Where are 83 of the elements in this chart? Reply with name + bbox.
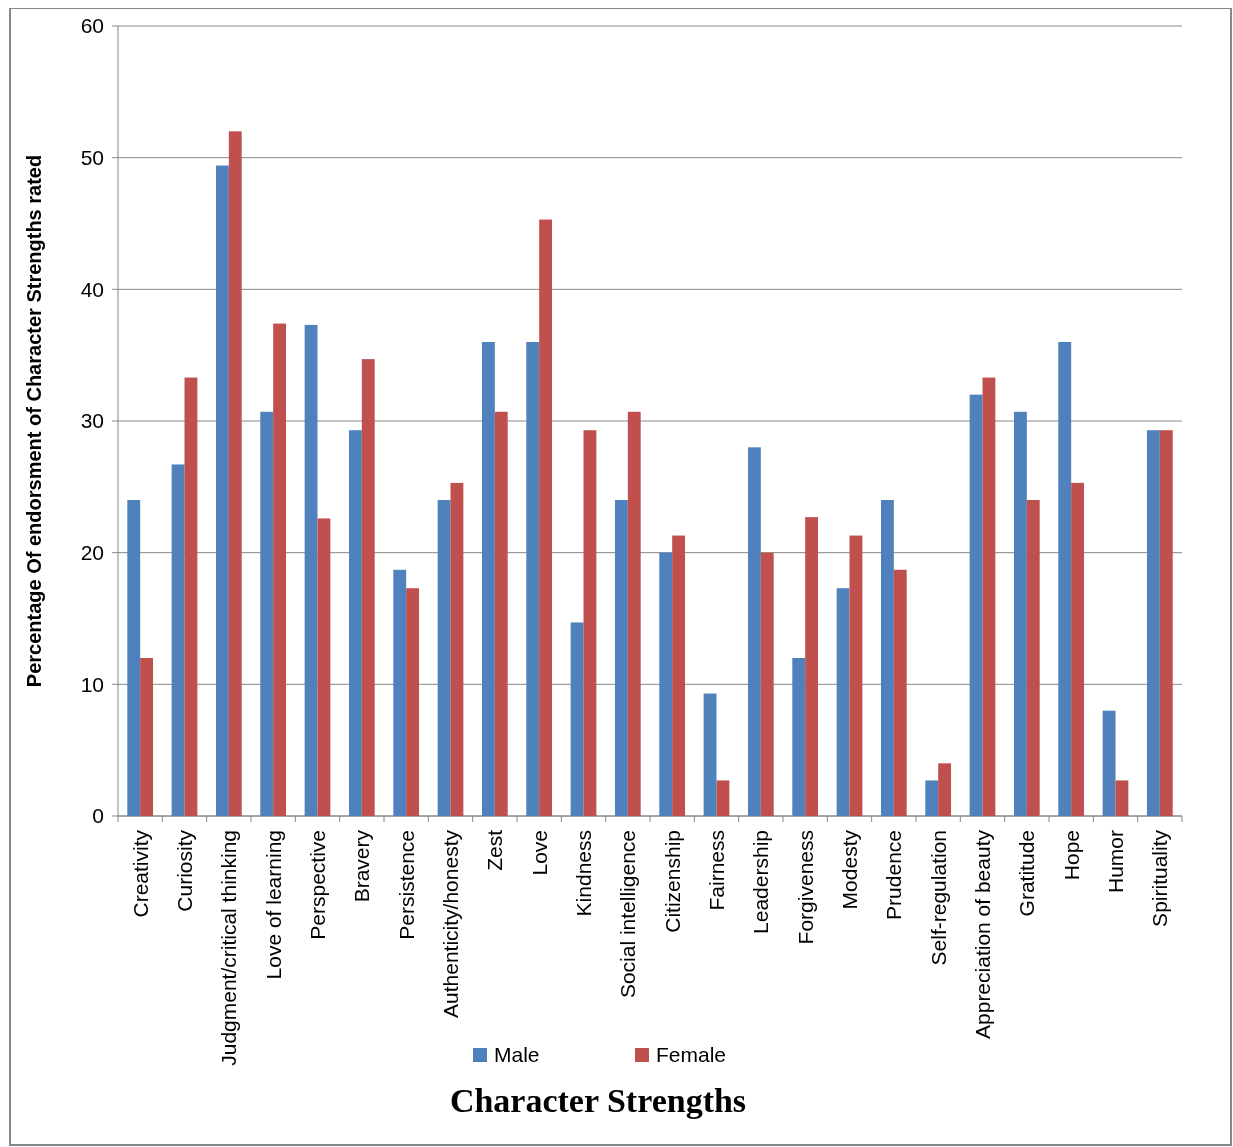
x-tick-label: Love <box>527 830 551 876</box>
bar <box>792 658 806 816</box>
bar <box>849 535 863 816</box>
bar <box>583 430 597 816</box>
bar <box>893 569 907 816</box>
x-tick-label: Modesty <box>837 829 861 910</box>
bar <box>127 500 141 816</box>
x-tick-label: Spirituality <box>1148 829 1172 927</box>
x-tick-label: Appreciation of beauty <box>970 829 994 1039</box>
bar <box>273 323 287 816</box>
x-tick-label: Bravery <box>350 829 374 903</box>
x-tick-label: Leadership <box>749 830 773 934</box>
bar <box>526 342 540 816</box>
x-tick-label: Self-regulation <box>926 830 950 966</box>
y-axis-title: Percentage Of endorsment of Character Strengths rated <box>23 154 45 688</box>
bar <box>171 464 185 816</box>
bar <box>938 763 952 816</box>
x-tick-label: Gratitude <box>1015 830 1039 917</box>
bar <box>215 165 229 816</box>
y-tick-label: 50 <box>80 146 104 170</box>
x-tick-label: Kindness <box>571 830 595 917</box>
bar <box>925 780 939 816</box>
bar <box>1071 482 1085 816</box>
bar <box>539 219 553 816</box>
x-axis-title: Character Strengths <box>449 1082 747 1119</box>
x-tick-label: Authenticity/honesty <box>438 829 462 1018</box>
bar <box>805 517 819 816</box>
bar <box>969 394 983 816</box>
bar <box>393 569 407 816</box>
x-tick-label: Social intelligence <box>616 830 640 999</box>
legend-label: Female <box>656 1043 727 1067</box>
y-tick-label: 30 <box>80 409 104 433</box>
bar <box>140 658 154 816</box>
bar <box>494 411 508 816</box>
bar <box>228 131 242 816</box>
bar <box>627 411 641 816</box>
bar <box>406 588 420 816</box>
y-tick-label: 0 <box>92 804 104 828</box>
bar <box>1146 430 1160 816</box>
y-tick-label: 60 <box>80 14 104 38</box>
bar <box>614 500 628 816</box>
bar <box>481 342 495 816</box>
y-tick-label: 40 <box>80 277 104 301</box>
bar <box>348 430 362 816</box>
bar <box>260 411 274 816</box>
bar <box>361 359 375 816</box>
x-tick-label: Zest <box>483 829 507 871</box>
bar <box>304 324 318 816</box>
bar <box>880 500 894 816</box>
bar <box>982 377 996 816</box>
bar <box>317 518 331 816</box>
bar <box>450 482 464 816</box>
x-tick-label: Forgiveness <box>793 830 817 945</box>
legend-label: Male <box>494 1043 540 1067</box>
bar <box>760 552 774 816</box>
y-tick-label: 20 <box>80 541 104 565</box>
bar <box>747 447 761 816</box>
bar <box>437 500 451 816</box>
bar <box>659 552 673 816</box>
bar <box>716 780 730 816</box>
x-tick-label: Love of learning <box>261 830 285 980</box>
bar <box>184 377 198 816</box>
x-tick-label: Hope <box>1059 830 1083 881</box>
bar <box>703 693 717 816</box>
bar <box>1102 710 1116 816</box>
x-tick-label: Persistence <box>394 830 418 940</box>
bar <box>1026 500 1040 816</box>
bar <box>1058 342 1072 816</box>
x-tick-label: Prudence <box>882 830 906 920</box>
x-tick-label: Humor <box>1103 830 1127 894</box>
bar <box>672 535 686 816</box>
x-tick-label: Fairness <box>704 830 728 911</box>
y-tick-label: 10 <box>80 672 104 696</box>
bar <box>570 622 584 816</box>
x-tick-label: Judgment/critical thinking <box>217 830 241 1066</box>
x-tick-label: Citizenship <box>660 830 684 933</box>
bar <box>1115 780 1129 816</box>
x-tick-label: Creativity <box>128 829 152 918</box>
x-tick-label: Curiosity <box>172 829 196 912</box>
bar <box>836 588 850 816</box>
x-tick-label: Perspective <box>305 830 329 940</box>
bar <box>1013 411 1027 816</box>
bar <box>1159 430 1173 816</box>
